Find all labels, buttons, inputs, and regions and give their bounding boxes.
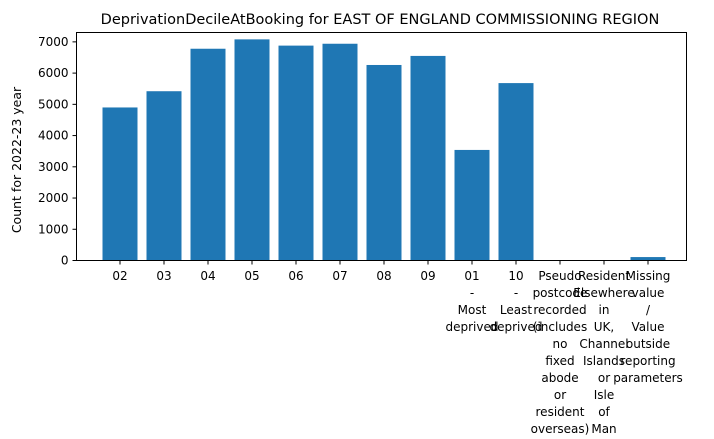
bar-9 [498,83,534,261]
y-tick-label-7: 7000 [38,35,69,49]
bars-group [102,39,666,261]
x-tick-label-6: 08 [376,269,391,283]
bar-4 [278,45,314,261]
x-tick-label-11: Resident Elsewhere in UK, Channel Islands or Is… [573,269,634,436]
bar-5 [322,43,358,261]
bar-6 [366,64,402,261]
bar-8 [454,149,490,261]
y-tick-label-4: 4000 [38,129,69,143]
plot-frame [76,32,687,261]
bar-2 [190,48,226,261]
y-axis-label: Count for 2022-23 year [9,86,24,233]
y-tick-label-6: 6000 [38,66,69,80]
bar-0 [102,107,138,261]
x-tick-label-0: 02 [112,269,127,283]
y-tick-label-3: 3000 [38,160,69,174]
x-tick-label-7: 09 [420,269,435,283]
bar-12 [630,257,666,261]
x-tick-label-8: 01 -Most deprived [446,269,499,334]
x-tick-label-3: 05 [244,269,259,283]
x-tick-label-2: 04 [200,269,215,283]
x-tick-label-5: 07 [332,269,347,283]
x-tick-label-10: Pseudo postcode recorded (includes no fixed ab… [531,269,590,436]
x-tick-label-12: Missing value / Value outside reporting parame… [613,269,683,385]
chart-title: DeprivationDecileAtBooking for EAST OF E… [101,12,660,28]
x-tick-label-4: 06 [288,269,303,283]
y-tick-label-0: 0 [61,254,69,268]
y-axis-ticks: 0 1000 2000 3000 4000 5000 6000 7000 [38,35,77,268]
bar-3 [234,39,270,261]
y-tick-label-2: 2000 [38,191,69,205]
bar-7 [410,55,446,261]
bar-1 [146,91,182,261]
x-tick-label-9: 10 -Least deprived [490,269,543,334]
y-tick-label-5: 5000 [38,97,69,111]
y-tick-label-1: 1000 [38,222,69,236]
x-tick-label-1: 03 [156,269,171,283]
